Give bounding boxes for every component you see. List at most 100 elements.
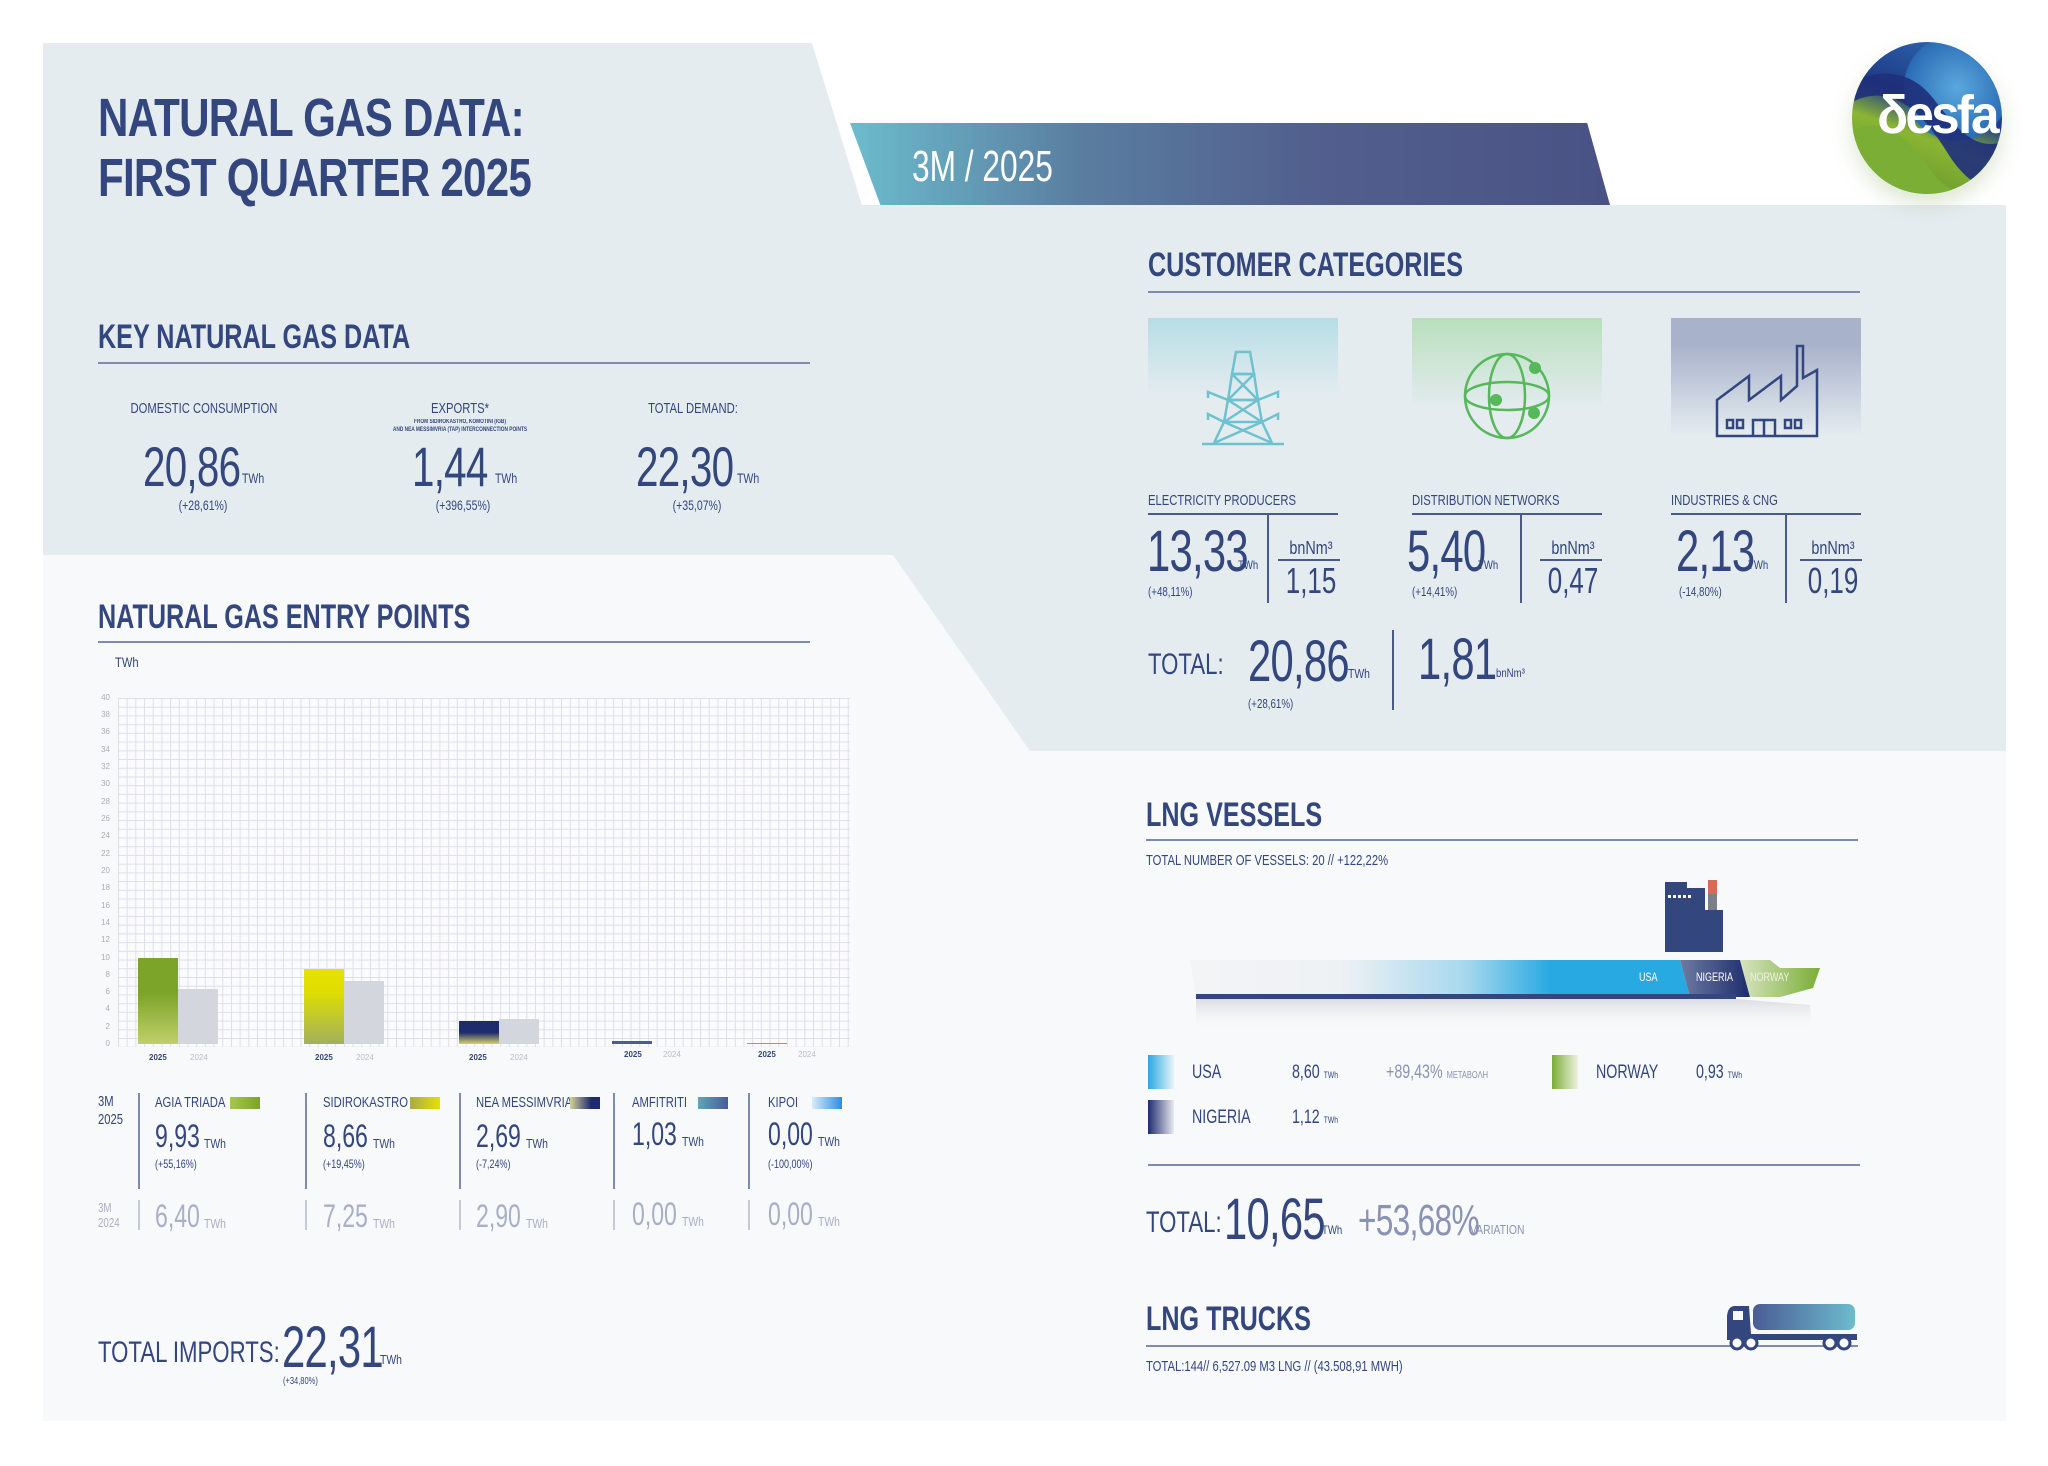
entry-point-change: (+19,45%) <box>323 1157 365 1171</box>
legend-value-number: 1,12 <box>1292 1107 1320 1128</box>
category-unit: TWh <box>1748 558 1769 572</box>
column-divider <box>305 1200 307 1230</box>
row-label-line: 3M <box>98 1093 114 1110</box>
period-label: 3M / 2025 <box>912 142 1053 191</box>
x-tick-2025: 2025 <box>315 1053 333 1062</box>
category-change: (-14,80%) <box>1679 584 1722 599</box>
column-divider <box>459 1093 461 1189</box>
y-tick: 38 <box>101 710 110 719</box>
category-vdivider <box>1785 513 1787 603</box>
column-divider <box>613 1200 615 1230</box>
title-line-2: FIRST QUARTER 2025 <box>98 148 532 208</box>
row-label-2025: 3M 2025 <box>98 1093 123 1129</box>
x-tick-2024: 2024 <box>510 1053 528 1062</box>
y-tick: 2 <box>105 1022 110 1031</box>
category-value: 5,40 <box>1407 519 1486 584</box>
x-tick-2025: 2025 <box>469 1053 487 1062</box>
page-title: NATURAL GAS DATA: FIRST QUARTER 2025 <box>98 88 532 208</box>
y-tick: 22 <box>101 849 110 858</box>
x-tick-2024: 2024 <box>190 1053 208 1062</box>
title-line-1: NATURAL GAS DATA: <box>98 88 525 148</box>
legend-unit: TWh <box>1323 1070 1338 1080</box>
category-value: 2,13 <box>1676 519 1755 584</box>
category-vdivider <box>1267 513 1269 603</box>
bar-agia-triada-2024[interactable] <box>178 989 218 1044</box>
legend-value: 8,60 TWh <box>1292 1062 1338 1084</box>
total-unit: TWh <box>1348 666 1370 681</box>
category-volume-divider <box>1540 559 1602 561</box>
total-vdivider <box>1392 630 1394 710</box>
category-change: (+14,41%) <box>1412 584 1458 599</box>
lng-vessels-divider <box>1146 839 1858 841</box>
lng-ship-illustration <box>1190 880 1820 1030</box>
entry-point-unit: TWh <box>682 1134 704 1149</box>
category-label: ELECTRICITY PRODUCERS <box>1148 492 1296 509</box>
y-tick: 12 <box>101 935 110 944</box>
kpi-change: (+35,07%) <box>672 497 722 513</box>
column-divider <box>138 1200 140 1230</box>
row-label-line: 2025 <box>98 1111 124 1128</box>
y-tick: 20 <box>101 866 110 875</box>
lng-truck-icon <box>1727 1304 1857 1351</box>
kpi-unit: TWh <box>242 470 265 486</box>
lng-total-label: TOTAL: <box>1146 1206 1222 1239</box>
entry-points-heading: NATURAL GAS ENTRY POINTS <box>98 598 471 636</box>
kpi-label: TOTAL DEMAND: <box>648 400 738 417</box>
category-label: DISTRIBUTION NETWORKS <box>1412 492 1560 509</box>
y-tick: 24 <box>101 831 110 840</box>
ship-label-nigeria: NIGERIA <box>1696 970 1734 984</box>
norway-swatch <box>1552 1055 1578 1089</box>
entry-point-unit: TWh <box>204 1216 226 1231</box>
bar-amfitriti-2025[interactable] <box>612 1041 652 1044</box>
legend-variation-label: ΜΕΤΑΒΟΛΗ <box>1446 1070 1489 1081</box>
chart-y-unit: TWh <box>115 654 139 670</box>
row-label-line: 2024 <box>98 1215 120 1230</box>
entry-point-change: (-7,24%) <box>476 1157 511 1171</box>
category-label: INDUSTRIES & CNG <box>1671 492 1778 509</box>
column-divider <box>305 1093 307 1189</box>
total-volume: 1,81 <box>1418 627 1497 692</box>
bar-nea-messimvria-2025[interactable] <box>459 1021 499 1044</box>
entry-point-name: AMFITRITI <box>632 1094 687 1111</box>
total-volume-unit: bnNm³ <box>1496 666 1525 680</box>
entry-point-unit: TWh <box>373 1136 395 1151</box>
kpi-unit: TWh <box>737 470 760 486</box>
entry-point-value-2025: 8,66 <box>323 1118 368 1154</box>
bar-agia-triada-2025[interactable] <box>138 958 178 1044</box>
lng-total-variation-label: VARIATION <box>1470 1222 1525 1237</box>
kpi-change: (+28,61%) <box>178 497 228 513</box>
distribution-icon-box <box>1412 318 1602 448</box>
bar-sidirokastro-2025[interactable] <box>304 969 344 1044</box>
period-banner <box>850 123 1610 205</box>
legend-value-number: 8,60 <box>1292 1062 1320 1083</box>
bar-nea-messimvria-2024[interactable] <box>499 1019 539 1044</box>
legend-unit: TWh <box>1727 1070 1742 1080</box>
key-data-heading: KEY NATURAL GAS DATA <box>98 318 411 356</box>
y-tick: 18 <box>101 883 110 892</box>
legend-name: USA <box>1192 1062 1222 1083</box>
y-tick: 32 <box>101 762 110 771</box>
kpi-note: FROM SIDIROKASTRO, KOMOTINI (IGB) AND NE… <box>380 418 540 434</box>
entry-point-unit: TWh <box>204 1136 226 1151</box>
y-tick: 36 <box>101 727 110 736</box>
y-tick: 28 <box>101 797 110 806</box>
legend-value: 1,12 TWh <box>1292 1107 1338 1129</box>
industries-icon-box <box>1671 318 1861 448</box>
bar-kipoi-2025[interactable] <box>747 1043 787 1044</box>
lng-total-unit: TWh <box>1322 1223 1343 1237</box>
power-pylon-icon <box>1202 350 1284 446</box>
bar-sidirokastro-2024[interactable] <box>344 981 384 1044</box>
factory-icon <box>1715 344 1819 438</box>
category-change: (+48,11%) <box>1148 584 1193 599</box>
entry-point-unit: TWh <box>818 1214 840 1229</box>
entry-point-unit: TWh <box>526 1216 548 1231</box>
total-imports-value: 22,31 <box>282 1315 384 1380</box>
kpi-label: EXPORTS* <box>431 400 489 417</box>
y-tick: 6 <box>105 987 110 996</box>
y-tick: 26 <box>101 814 110 823</box>
total-imports-label: TOTAL IMPORTS: <box>98 1336 280 1369</box>
kpi-label: DOMESTIC CONSUMPTION <box>130 400 278 417</box>
lng-vessels-heading: LNG VESSELS <box>1146 796 1323 834</box>
logo-text: δesfa <box>1877 85 1999 145</box>
globe-network-icon <box>1463 352 1551 440</box>
